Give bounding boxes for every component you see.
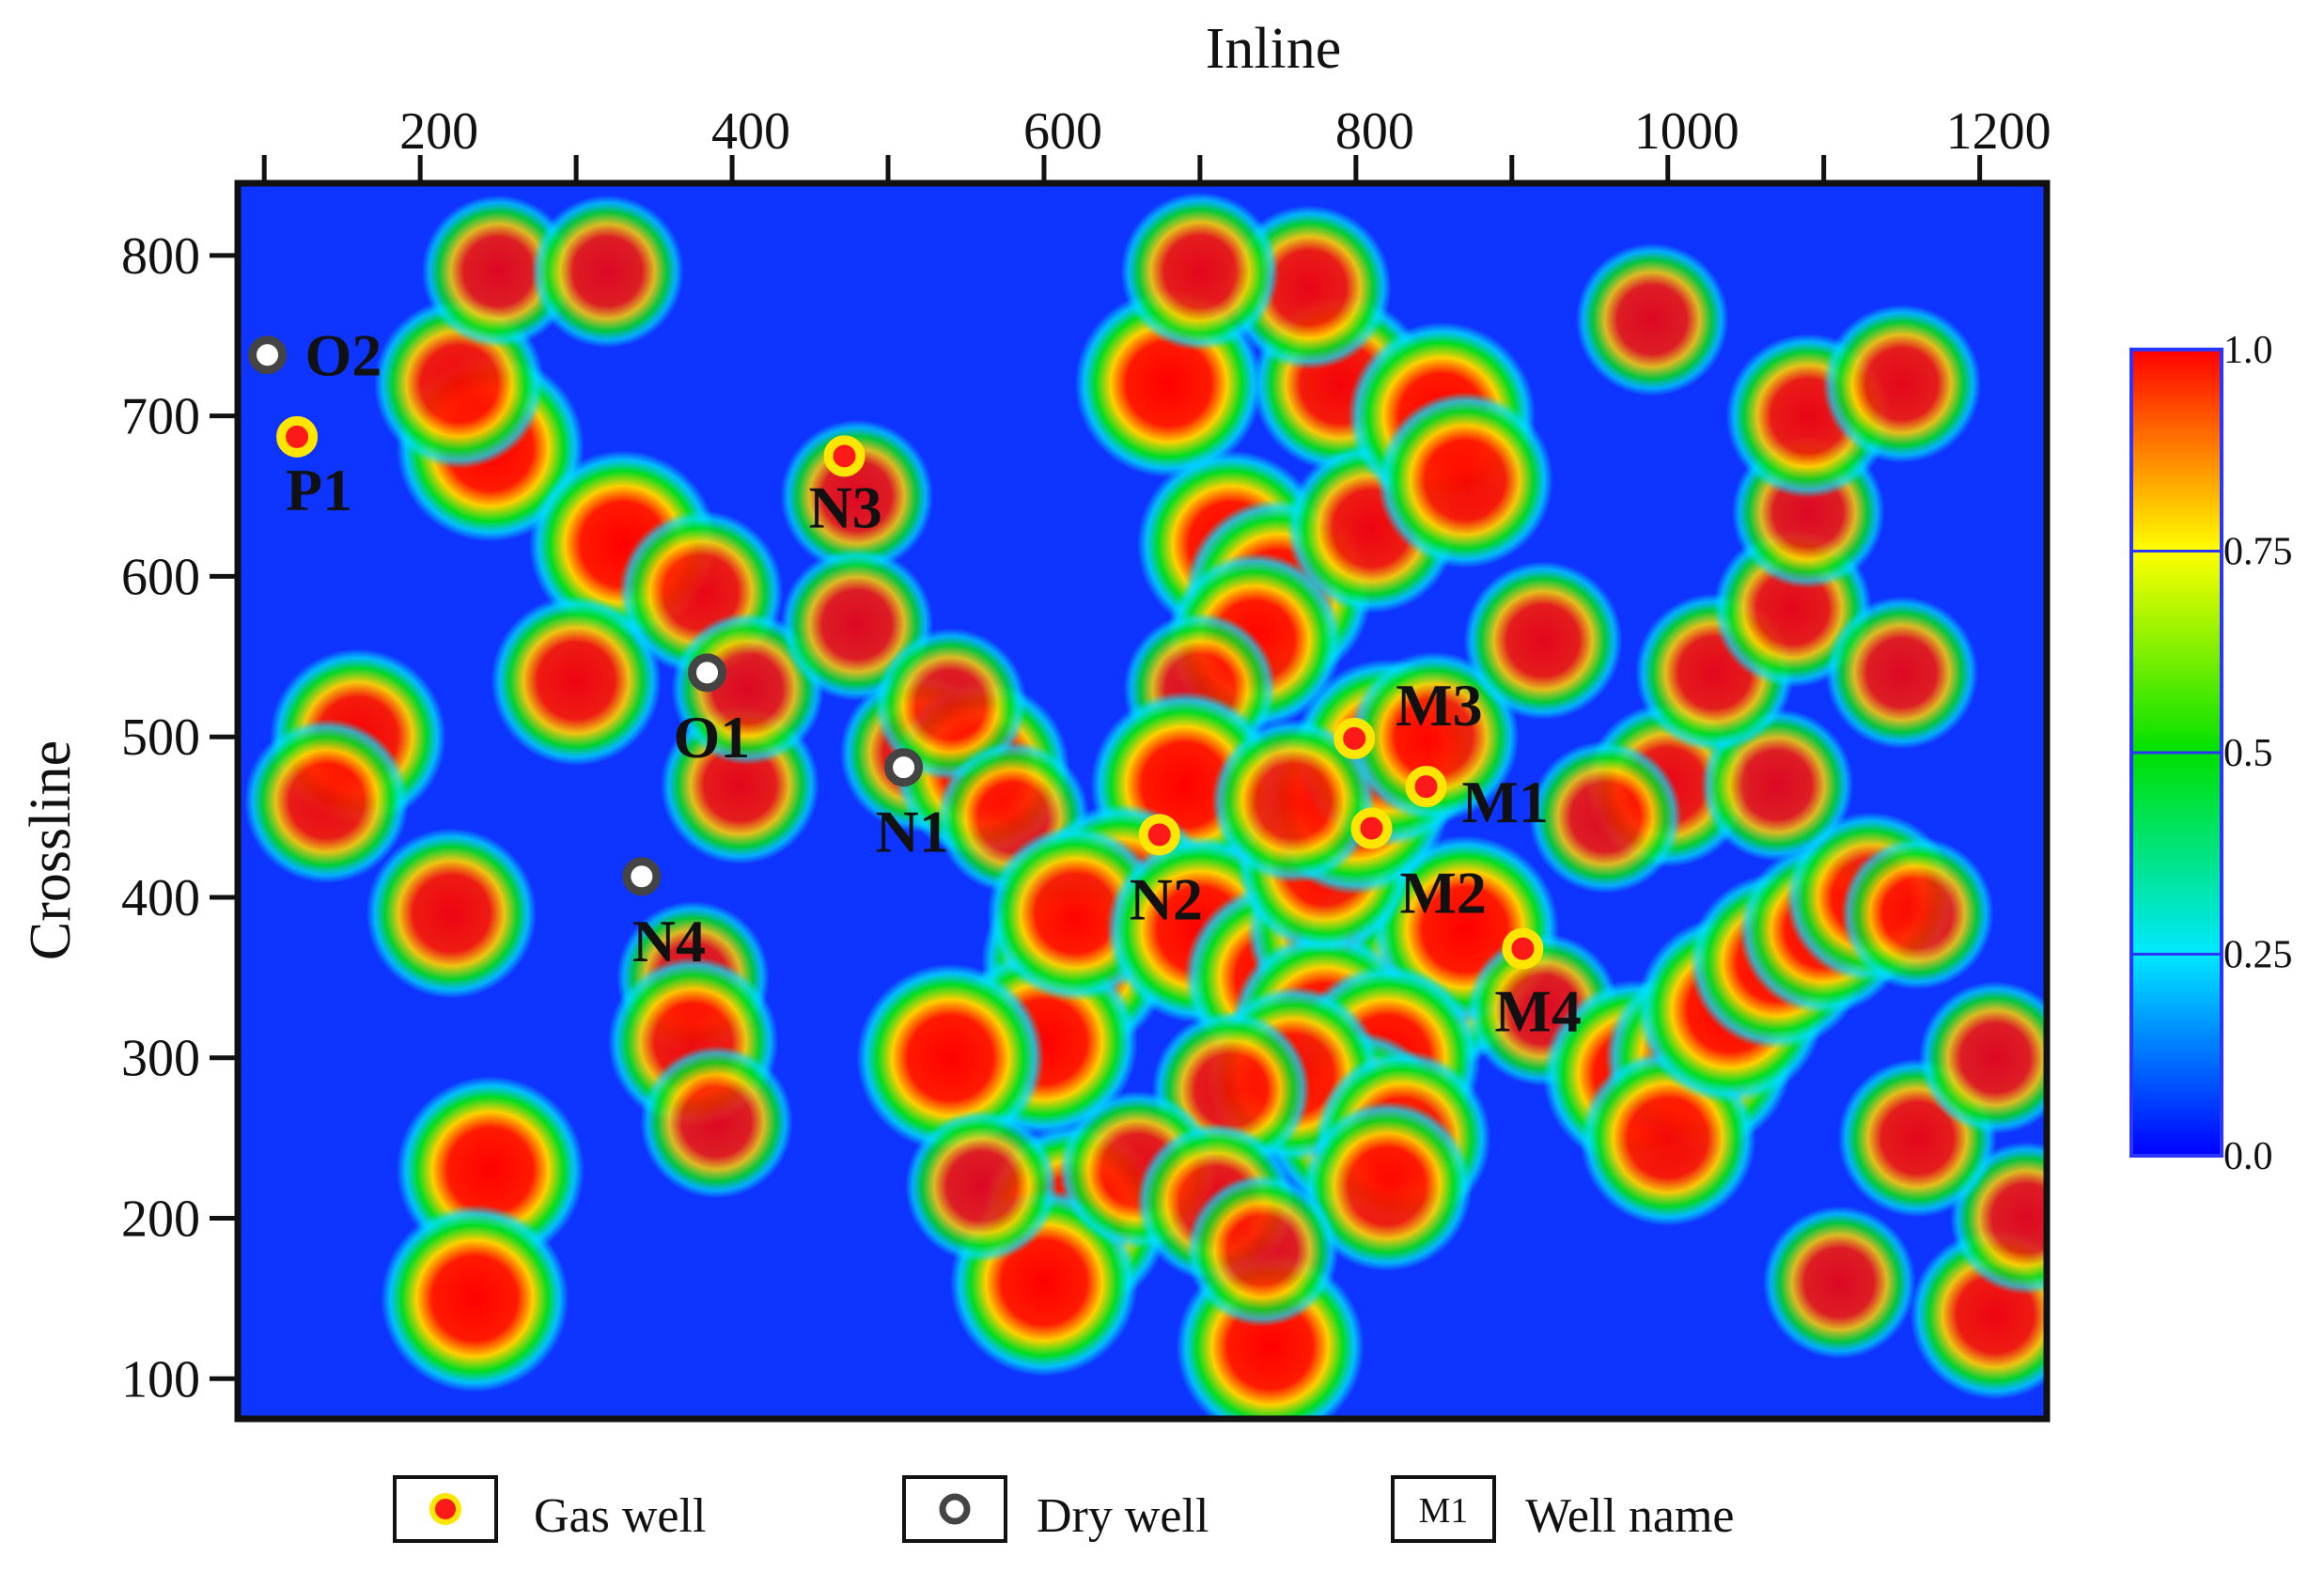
dry-well-marker	[688, 653, 727, 693]
heatmap-hotspot	[381, 1204, 569, 1393]
dry-well-marker	[248, 335, 288, 375]
colorbar-tick-label: 0.0	[2223, 1135, 2273, 1178]
legend-well-name-label: Well name	[1525, 1489, 1735, 1543]
x-axis-ticks: 200 400 600 800 1000 1200	[261, 102, 2051, 183]
well-name-label: P1	[286, 457, 352, 523]
dry-well-marker	[884, 748, 924, 787]
gas-well-marker	[1502, 927, 1544, 970]
heatmap-hotspot	[1822, 304, 1982, 463]
y-axis-ticks: 800 700 600 500 400 300 200 100	[121, 227, 238, 1409]
heatmap-hotspot	[421, 195, 575, 349]
heatmap-hotspot	[640, 1045, 793, 1199]
x-tick-label: 200	[399, 102, 478, 161]
dry-well-marker	[622, 857, 662, 896]
heatmap-hotspots	[243, 192, 2047, 1419]
x-tick-label: 600	[1023, 102, 1102, 161]
well-name-label: M2	[1399, 860, 1486, 926]
heatmap-hotspot	[780, 419, 934, 573]
y-tick-label: 800	[121, 227, 200, 286]
well-name-label: N2	[1130, 865, 1203, 932]
y-tick-label: 500	[121, 708, 200, 767]
heatmap-hotspot	[1302, 1100, 1473, 1272]
heatmap-hotspot	[1825, 596, 1979, 750]
well-name-label: M3	[1396, 672, 1482, 739]
gas-well-marker	[1334, 717, 1376, 759]
heatmap-hotspot	[1762, 1206, 1916, 1360]
legend: Gas well Dry well M1 Well name	[393, 1475, 1735, 1543]
gas-well-marker	[1350, 807, 1393, 849]
heatmap-hotspot	[1840, 836, 1994, 990]
heatmap-hotspot	[243, 718, 410, 884]
well-name-label: M4	[1494, 978, 1581, 1045]
heatmap-hotspot	[491, 595, 662, 767]
y-tick-label: 300	[121, 1030, 200, 1088]
x-tick-label: 1000	[1634, 102, 1739, 161]
heatmap-hotspot	[1377, 392, 1553, 568]
well-name-label: O2	[305, 322, 382, 389]
heatmap-hotspot	[1349, 651, 1520, 822]
plot-frame	[234, 179, 2051, 1423]
heatmap-hotspot	[1120, 192, 1280, 351]
y-tick-label: 100	[121, 1350, 200, 1409]
x-tick-label: 1200	[1946, 102, 2051, 161]
heatmap-hotspot	[530, 195, 684, 349]
heatmap-hotspot	[905, 1109, 1058, 1263]
y-tick-label: 200	[121, 1191, 200, 1249]
gas-well-marker	[1405, 766, 1447, 808]
legend-name-symbol: M1	[1419, 1491, 1469, 1531]
heatmap-hotspot	[366, 828, 538, 999]
well-name-label: M1	[1462, 769, 1549, 835]
colorbar-tick-label: 0.75	[2223, 531, 2293, 574]
well-name-label: N3	[809, 474, 882, 540]
heatmap-hotspot	[1210, 718, 1377, 884]
well-name-label: N1	[876, 799, 949, 865]
colorbar-tick-label: 0.25	[2223, 934, 2293, 977]
colorbar-tick-label: 0.5	[2223, 732, 2273, 775]
heatmap-hotspot	[1528, 740, 1682, 894]
legend-name-symbol-box	[1391, 1475, 1496, 1543]
dry-well-icon	[939, 1493, 971, 1525]
x-axis-title: Inline	[1206, 17, 1342, 81]
x-tick-label: 800	[1335, 102, 1414, 161]
colorbar-tick-label: 1.0	[2223, 329, 2273, 372]
y-tick-label: 600	[121, 548, 200, 606]
heatmap-hotspot	[856, 963, 1045, 1152]
heatmap-hotspot	[1575, 242, 1729, 397]
heatmap-hotspot	[1463, 561, 1623, 721]
gas-well-marker	[1138, 814, 1180, 856]
gas-well-marker	[823, 435, 866, 477]
x-tick-label: 400	[711, 102, 790, 161]
well-name-label: N4	[632, 908, 706, 974]
gas-well-marker	[276, 415, 319, 458]
legend-gas-well-label: Gas well	[534, 1489, 706, 1543]
y-tick-label: 400	[121, 869, 200, 927]
heatmap-hotspot	[1918, 981, 2047, 1135]
gas-well-icon	[429, 1493, 461, 1525]
heatmap-hotspot	[1185, 1174, 1339, 1328]
heatmap-hotspot	[873, 628, 1027, 782]
colorbar: 1.0 0.75 0.5 0.25 0.0	[2129, 329, 2293, 1178]
y-axis-title: Crossline	[19, 740, 83, 960]
legend-dry-well-label: Dry well	[1037, 1489, 1209, 1543]
well-name-label: O1	[674, 704, 751, 770]
y-tick-label: 700	[121, 388, 200, 446]
